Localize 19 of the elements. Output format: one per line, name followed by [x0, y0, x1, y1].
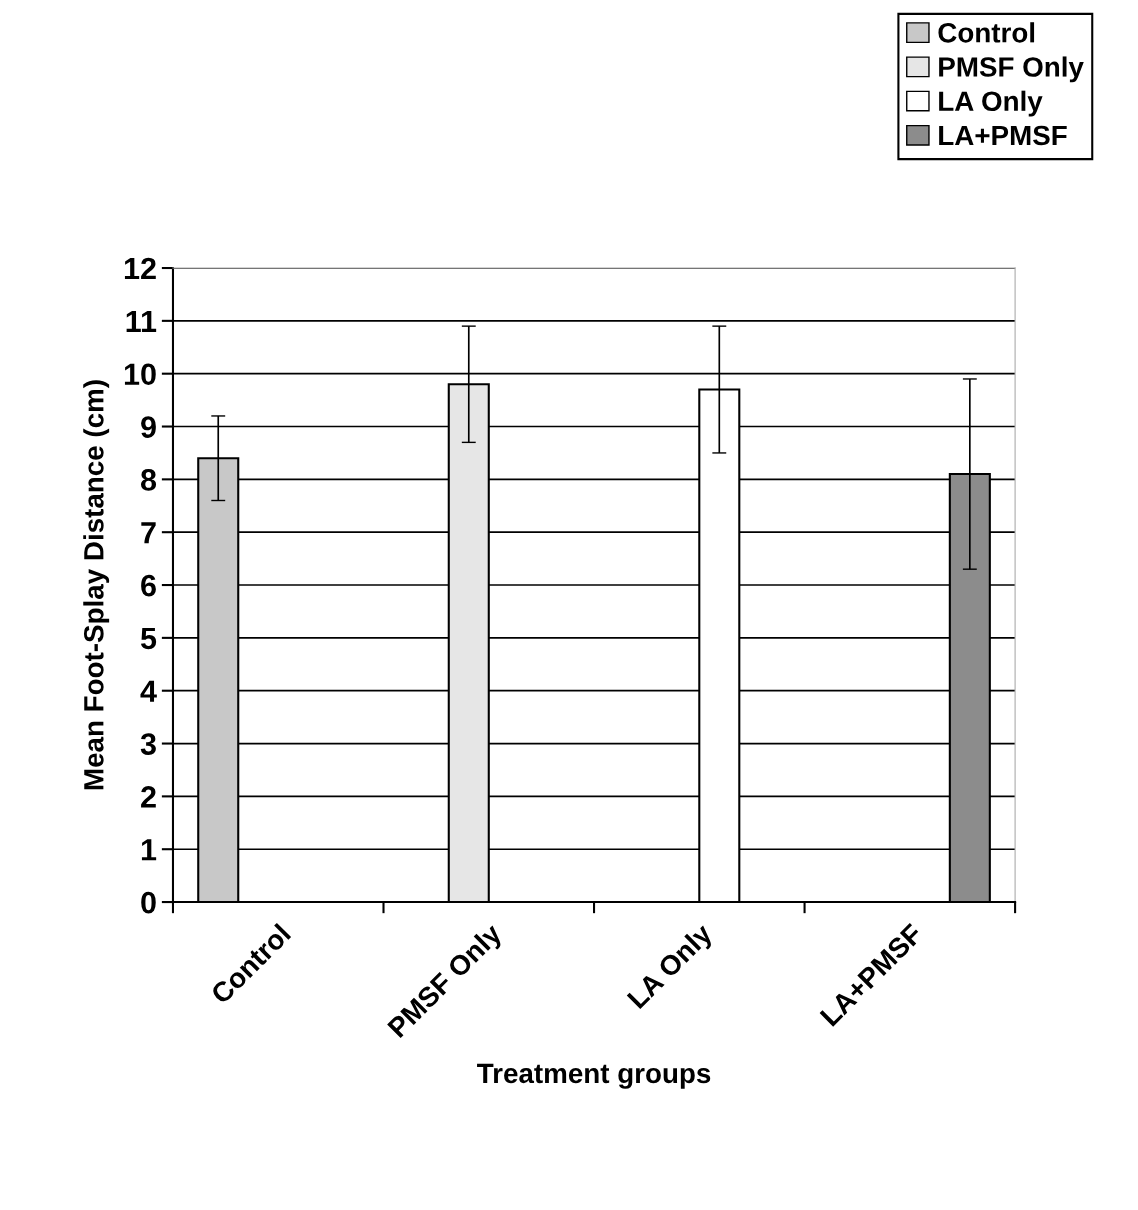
y-tick-label: 10 — [124, 363, 156, 386]
y-tick-label: 11 — [126, 310, 157, 332]
y-tick-label: 9 — [141, 416, 156, 438]
y-tick-label: 0 — [141, 891, 156, 914]
legend-label: LA+PMSF — [939, 125, 1067, 146]
y-tick-label: 6 — [141, 574, 156, 597]
legend-label: LA Only — [939, 90, 1043, 117]
y-tick-label: 12 — [124, 257, 156, 280]
y-tick-label: 4 — [140, 680, 157, 702]
legend-label: Control — [938, 22, 1035, 43]
y-tick-label: 7 — [141, 522, 156, 544]
y-axis-title: Mean Foot-Splay Distance (cm) — [83, 380, 110, 790]
x-axis-title: Treatment groups — [477, 1063, 711, 1089]
legend-label: PMSF Only — [939, 56, 1084, 83]
y-tick-label: 2 — [141, 786, 156, 808]
y-tick-label: 1 — [141, 839, 157, 861]
y-tick-label: 8 — [140, 469, 157, 491]
y-tick-label: 5 — [140, 627, 157, 650]
y-tick-label: 3 — [140, 733, 156, 755]
